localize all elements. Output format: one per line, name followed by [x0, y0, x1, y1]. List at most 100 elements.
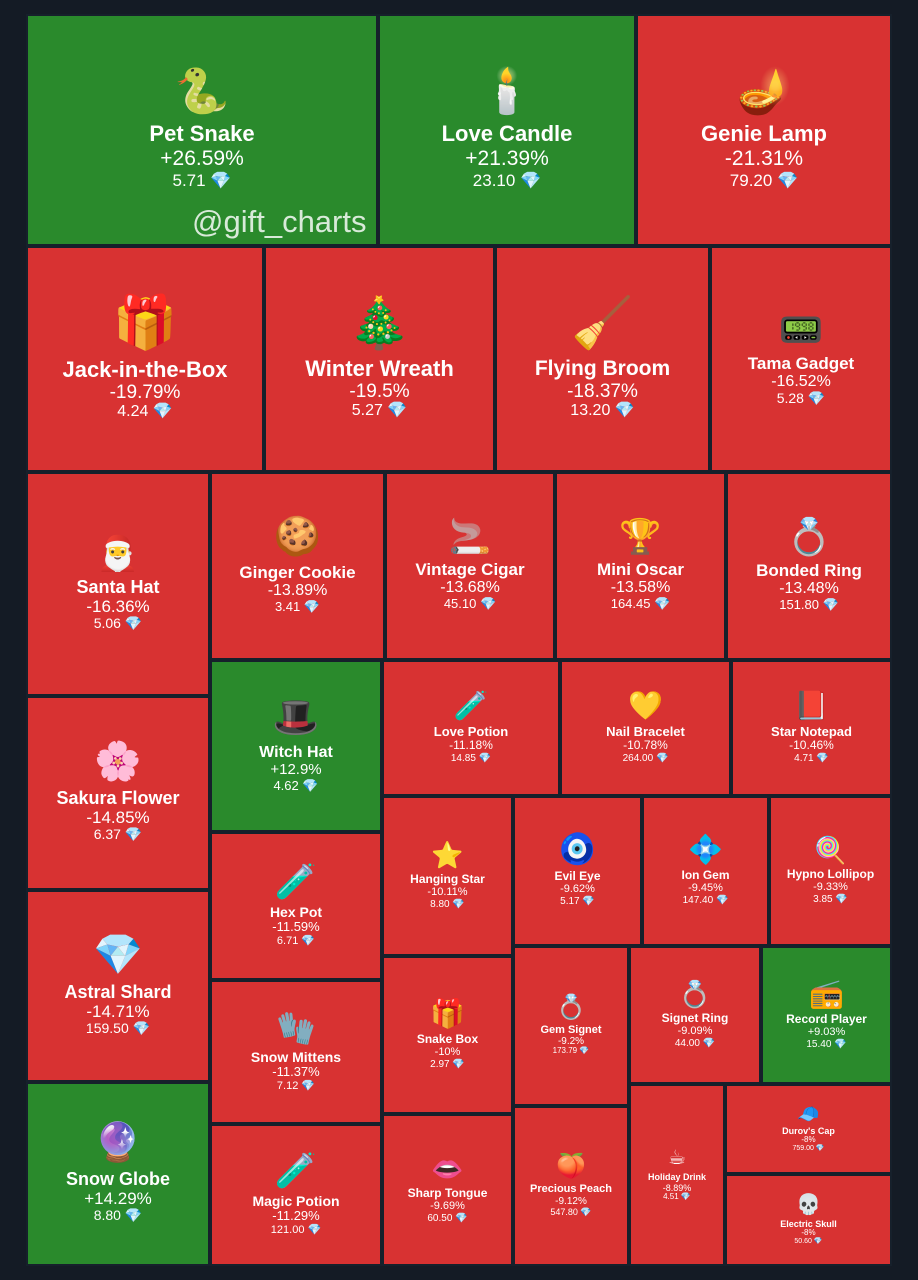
precious-peach-icon: 🍑: [556, 1153, 586, 1181]
sharp-tongue-icon: 👄: [431, 1154, 464, 1185]
winter-wreath-price: 5.27 💎: [352, 402, 408, 420]
durov-s-cap-name: Durov's Cap: [782, 1126, 835, 1137]
diamond-icon: 💎: [614, 401, 635, 419]
nail-bracelet-change: -10.78%: [623, 738, 668, 753]
love-potion-icon: 🧪: [453, 689, 489, 721]
flying-broom-change: -18.37%: [567, 380, 638, 402]
magic-potion-price-value: 121.00: [270, 1223, 308, 1236]
jack-in-the-box-price-value: 4.24: [117, 403, 153, 421]
magic-potion-change: -11.29%: [272, 1208, 320, 1224]
diamond-icon: 💎: [520, 170, 542, 190]
tile-snow-globe: 🔮 Snow Globe +14.29% 8.80 💎: [26, 1082, 210, 1266]
nail-bracelet-icon: 💛: [628, 689, 663, 721]
tile-love-candle: 🕯️ Love Candle +21.39% 23.10 💎: [378, 14, 636, 246]
snake-box-price: 2.97 💎: [430, 1059, 465, 1070]
sharp-tongue-name: Sharp Tongue: [407, 1186, 488, 1201]
santa-hat-name: Santa Hat: [76, 576, 160, 597]
astral-shard-change: -14.71%: [86, 1002, 150, 1022]
diamond-icon: 💎: [815, 1145, 825, 1153]
tile-astral-shard: 💎 Astral Shard -14.71% 159.50 💎: [26, 890, 210, 1082]
witch-hat-name: Witch Hat: [259, 743, 333, 761]
tile-vintage-cigar: 🚬 Vintage Cigar -13.68% 45.10 💎: [385, 472, 555, 660]
tile-genie-lamp: 🪔 Genie Lamp -21.31% 79.20 💎: [636, 14, 892, 246]
tile-santa-hat: 🎅 Santa Hat -16.36% 5.06 💎: [26, 472, 210, 696]
hex-pot-price: 6.71 💎: [277, 935, 315, 947]
diamond-icon: 💎: [301, 934, 316, 947]
flying-broom-name: Flying Broom: [534, 357, 671, 381]
tile-love-potion: 🧪 Love Potion -11.18% 14.85 💎: [382, 660, 560, 796]
diamond-icon: 💎: [807, 389, 826, 406]
diamond-icon: 💎: [835, 893, 848, 905]
astral-shard-price-value: 159.50: [85, 1020, 133, 1037]
snake-box-icon: 🎁: [430, 998, 465, 1030]
ion-gem-price: 147.40 💎: [683, 895, 729, 906]
tama-gadget-change: -16.52%: [771, 372, 831, 390]
tile-tama-gadget: 📟 Tama Gadget -16.52% 5.28 💎: [710, 246, 892, 472]
nail-bracelet-name: Nail Bracelet: [606, 723, 685, 739]
love-candle-icon: 🕯️: [479, 67, 535, 117]
snow-mittens-price-value: 7.12: [276, 1079, 302, 1092]
signet-ring-icon: 💍: [678, 979, 712, 1010]
bonded-ring-name: Bonded Ring: [756, 561, 862, 581]
love-potion-change: -11.18%: [449, 738, 493, 753]
electric-skull-icon: 💀: [796, 1193, 821, 1216]
diamond-icon: 💎: [303, 598, 321, 614]
winter-wreath-name: Winter Wreath: [305, 355, 454, 381]
love-potion-price-value: 14.85: [450, 752, 479, 764]
gem-signet-icon: 💍: [556, 993, 586, 1021]
hypno-lollipop-icon: 🍭: [814, 835, 847, 866]
mini-oscar-icon: 🏆: [619, 518, 662, 557]
jack-in-the-box-icon: 🎁: [112, 293, 178, 352]
mini-oscar-change: -13.58%: [610, 579, 671, 597]
genie-lamp-name: Genie Lamp: [701, 121, 827, 147]
diamond-icon: 💎: [124, 1207, 143, 1224]
tile-record-player: 📻 Record Player +9.03% 15.40 💎: [761, 946, 892, 1084]
mini-oscar-price-value: 164.45: [610, 596, 655, 612]
evil-eye-change: -9.62%: [560, 883, 595, 896]
diamond-icon: 💎: [822, 597, 839, 613]
sharp-tongue-price: 60.50 💎: [427, 1213, 467, 1224]
tama-gadget-icon: 📟: [778, 308, 824, 350]
sakura-flower-price-value: 6.37: [93, 826, 125, 843]
diamond-icon: 💎: [479, 596, 497, 612]
evil-eye-icon: 🧿: [558, 833, 597, 867]
mini-oscar-price: 164.45 💎: [610, 596, 671, 612]
tile-bonded-ring: 💍 Bonded Ring -13.48% 151.80 💎: [726, 472, 892, 660]
ion-gem-change: -9.45%: [688, 882, 723, 895]
tile-jack-in-the-box: 🎁 Jack-in-the-Box -19.79% 4.24 💎: [26, 246, 264, 472]
bonded-ring-price-value: 151.80: [779, 597, 823, 613]
sharp-tongue-change: -9.69%: [430, 1200, 465, 1213]
magic-potion-price: 121.00 💎: [271, 1224, 321, 1236]
tile-electric-skull: 💀 Electric Skull -8% 50.60 💎: [725, 1174, 892, 1266]
precious-peach-change: -9.12%: [555, 1195, 587, 1207]
tile-nail-bracelet: 💛 Nail Bracelet -10.78% 264.00 💎: [560, 660, 731, 796]
gem-signet-price: 173.79 💎: [553, 1046, 590, 1056]
record-player-icon: 📻: [809, 978, 844, 1010]
pet-snake-price: 5.71 💎: [173, 171, 232, 190]
hanging-star-name: Hanging Star: [410, 872, 485, 887]
tile-ginger-cookie: 🍪 Ginger Cookie -13.89% 3.41 💎: [210, 472, 385, 660]
record-player-price: 15.40 💎: [806, 1039, 846, 1050]
tile-holiday-drink: ☕ Holiday Drink -8.89% 4.51 💎: [629, 1084, 725, 1266]
snow-mittens-name: Snow Mittens: [250, 1048, 342, 1065]
tile-sakura-flower: 🌸 Sakura Flower -14.85% 6.37 💎: [26, 696, 210, 890]
tile-star-notepad: 📕 Star Notepad -10.46% 4.71 💎: [731, 660, 892, 796]
diamond-icon: 💎: [124, 614, 143, 631]
star-notepad-icon: 📕: [794, 689, 829, 721]
snake-box-name: Snake Box: [416, 1032, 479, 1047]
diamond-icon: 💎: [152, 403, 173, 421]
sakura-flower-icon: 🌸: [94, 741, 142, 784]
astral-shard-icon: 💎: [93, 933, 143, 978]
ion-gem-name: Ion Gem: [681, 868, 730, 883]
tama-gadget-price-value: 5.28: [776, 389, 808, 406]
tile-ion-gem: 💠 Ion Gem -9.45% 147.40 💎: [642, 796, 769, 946]
hypno-lollipop-name: Hypno Lollipop: [786, 867, 875, 882]
ginger-cookie-price: 3.41 💎: [275, 598, 321, 615]
snow-mittens-change: -11.37%: [272, 1064, 320, 1080]
tile-sharp-tongue: 👄 Sharp Tongue -9.69% 60.50 💎: [382, 1114, 513, 1266]
witch-hat-change: +12.9%: [270, 760, 322, 778]
tile-winter-wreath: 🎄 Winter Wreath -19.5% 5.27 💎: [264, 246, 495, 472]
snow-globe-name: Snow Globe: [65, 1169, 170, 1190]
signet-ring-price-value: 44.00: [674, 1037, 703, 1049]
durov-s-cap-price-value: 759.00: [792, 1145, 816, 1153]
